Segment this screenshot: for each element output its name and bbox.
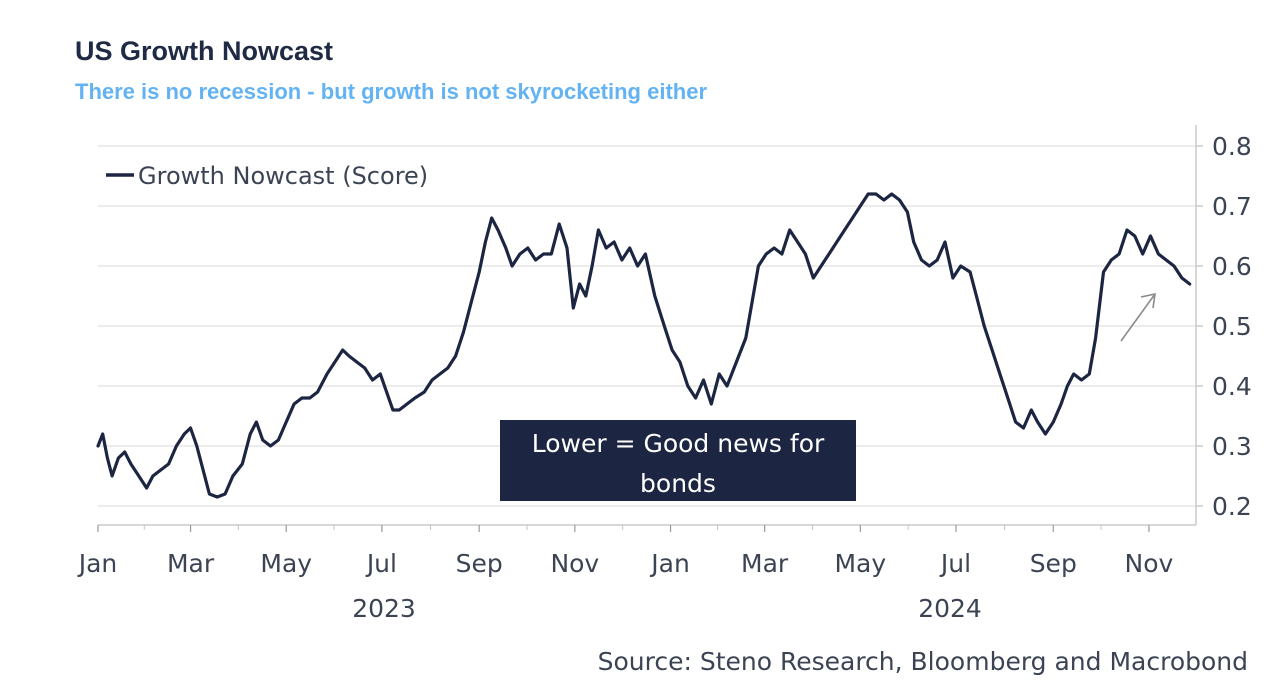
year-label-2023: 2023 [352,594,416,623]
x-tick-label: May [834,549,886,578]
x-axis-ticks: Jan Mar May Jul Sep Nov Jan Mar May Jul Sep Nov [77,525,1174,578]
legend-label: Growth Nowcast (Score) [138,162,428,190]
source-note: Source: Steno Research, Bloomberg and Ma… [598,647,1248,676]
x-tick-label: May [260,549,312,578]
y-tick-label: 0.3 [1212,432,1252,461]
x-tick-label: Mar [741,549,789,578]
x-tick-label: Jul [365,549,397,578]
y-tick-label: 0.8 [1212,132,1252,161]
year-label-2024: 2024 [918,594,982,623]
x-tick-label: Sep [456,549,503,578]
y-tick-label: 0.6 [1212,252,1252,281]
y-tick-label: 0.2 [1212,492,1252,521]
y-tick-label: 0.7 [1212,192,1252,221]
x-tick-label: Jan [77,549,118,578]
y-tick-label: 0.4 [1212,372,1252,401]
series-line-growth-nowcast [96,192,1192,499]
annotation-text-line-2: bonds [640,469,716,498]
y-axis-ticks: 0.8 0.7 0.6 0.5 0.4 0.3 0.2 [1196,132,1252,521]
x-tick-label: Jul [939,549,971,578]
x-tick-label: Nov [1125,549,1174,578]
annotation-background [500,420,856,501]
annotation-text-line-1: Lower = Good news for [532,429,825,458]
chart-subtitle: There is no recession - but growth is no… [75,79,707,104]
chart-title: US Growth Nowcast [75,36,333,66]
y-tick-label: 0.5 [1212,312,1252,341]
legend: Growth Nowcast (Score) [106,162,428,190]
x-axis [98,125,1197,526]
x-tick-label: Nov [550,549,599,578]
annotation-box: Lower = Good news for bonds [500,420,856,501]
x-tick-label: Jan [649,549,690,578]
x-tick-label: Mar [167,549,215,578]
x-tick-label: Sep [1030,549,1077,578]
arrow-icon [1120,292,1156,342]
